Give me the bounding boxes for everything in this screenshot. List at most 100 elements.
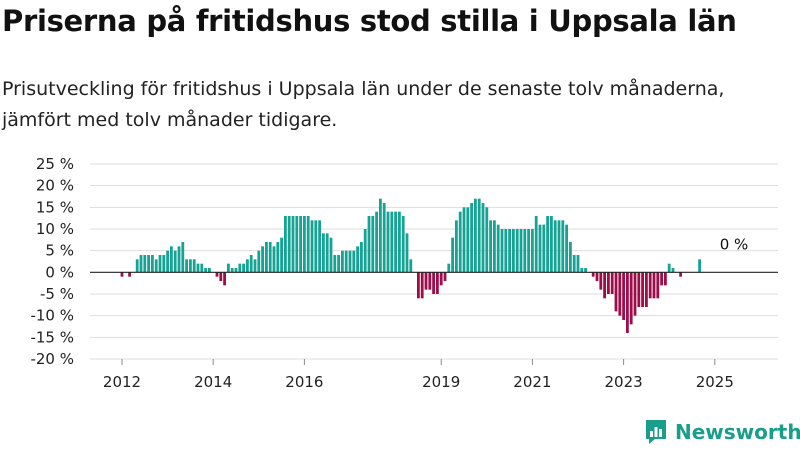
- bar: [181, 242, 185, 273]
- bar: [234, 268, 238, 273]
- y-tick-label: 0 %: [45, 263, 74, 281]
- bar: [306, 216, 310, 273]
- bar: [698, 259, 701, 273]
- bar: [356, 246, 359, 273]
- bar: [550, 216, 553, 273]
- bar: [230, 268, 234, 273]
- bar: [565, 224, 568, 273]
- y-tick-label: 5 %: [45, 242, 74, 260]
- bar: [352, 250, 356, 273]
- bar: [158, 255, 162, 273]
- bar: [436, 272, 439, 294]
- newsworthy-logo-text: Newsworthy: [675, 420, 800, 444]
- bar: [135, 259, 139, 273]
- x-tick-label: 2023: [605, 373, 643, 391]
- bar: [504, 229, 508, 273]
- bar: [253, 259, 257, 273]
- bar: [371, 216, 375, 273]
- bar: [614, 272, 618, 312]
- bar: [325, 233, 329, 273]
- bar: [314, 220, 318, 273]
- bar: [341, 250, 344, 273]
- bar: [443, 272, 447, 281]
- bar: [641, 272, 644, 307]
- x-tick-label: 2021: [513, 373, 551, 391]
- bar: [120, 272, 124, 277]
- bar: [542, 224, 546, 273]
- bar: [379, 198, 382, 273]
- bar: [375, 211, 378, 273]
- bar: [485, 207, 489, 273]
- bar: [595, 272, 599, 281]
- bar: [287, 216, 291, 273]
- bar: [173, 250, 177, 273]
- bar: [223, 272, 226, 286]
- y-tick-label: -10 %: [30, 307, 74, 325]
- bar: [618, 272, 622, 316]
- bar: [337, 255, 340, 273]
- bar: [227, 263, 230, 273]
- y-tick-label: 10 %: [36, 220, 74, 238]
- bar: [360, 242, 363, 273]
- bar: [462, 207, 466, 273]
- bar: [280, 237, 283, 273]
- bar: [322, 233, 325, 273]
- bar: [470, 203, 473, 273]
- bar: [401, 216, 405, 273]
- bar: [242, 263, 245, 273]
- bar: [496, 224, 500, 273]
- bar: [147, 255, 150, 273]
- bar: [531, 229, 534, 273]
- bar: [166, 250, 169, 273]
- bar-chart: -20 % -15 % -10 % -5 % 0 % 5 % 10 % 15 % 20 % 25 …: [30, 155, 778, 391]
- bar: [394, 211, 397, 273]
- bar: [424, 272, 428, 290]
- bar: [656, 272, 660, 299]
- bar: [386, 211, 390, 273]
- bar: [648, 272, 652, 299]
- chart-subtitle: Prisutveckling för fritidshus i Uppsala …: [2, 78, 725, 131]
- bar: [527, 229, 530, 273]
- bar: [626, 272, 629, 333]
- bar: [367, 216, 371, 273]
- bar: [557, 220, 561, 273]
- bar: [272, 246, 276, 273]
- bar: [398, 211, 401, 273]
- bar: [333, 255, 337, 273]
- bar: [607, 272, 610, 294]
- bar: [204, 268, 207, 273]
- bar: [458, 211, 462, 273]
- bar: [667, 263, 671, 273]
- bar: [238, 263, 242, 273]
- bar: [265, 242, 268, 273]
- chart-title: Priserna på fritidshus stod stilla i Upp…: [2, 4, 737, 38]
- bar: [561, 220, 565, 273]
- y-tick-label: 15 %: [36, 198, 74, 216]
- bar: [268, 242, 272, 273]
- bar: [154, 259, 158, 273]
- bar: [257, 250, 261, 273]
- bar: [599, 272, 603, 290]
- bar: [185, 259, 188, 273]
- y-tick-label: 25 %: [36, 155, 74, 173]
- bar: [417, 272, 420, 299]
- bar: [519, 229, 523, 273]
- bar: [329, 237, 333, 273]
- bar: [515, 229, 519, 273]
- bar: [344, 250, 348, 273]
- bar: [534, 216, 538, 273]
- bar: [299, 216, 302, 273]
- bar: [576, 255, 580, 273]
- bar: [508, 229, 511, 273]
- bar: [622, 272, 625, 320]
- bar: [409, 259, 413, 273]
- bar: [637, 272, 641, 307]
- bar: [208, 268, 211, 273]
- bar: [500, 229, 504, 273]
- bar: [538, 224, 542, 273]
- bar: [420, 272, 424, 299]
- bar: [493, 220, 496, 273]
- bar: [189, 259, 192, 273]
- bar: [246, 259, 249, 273]
- bar: [546, 216, 549, 273]
